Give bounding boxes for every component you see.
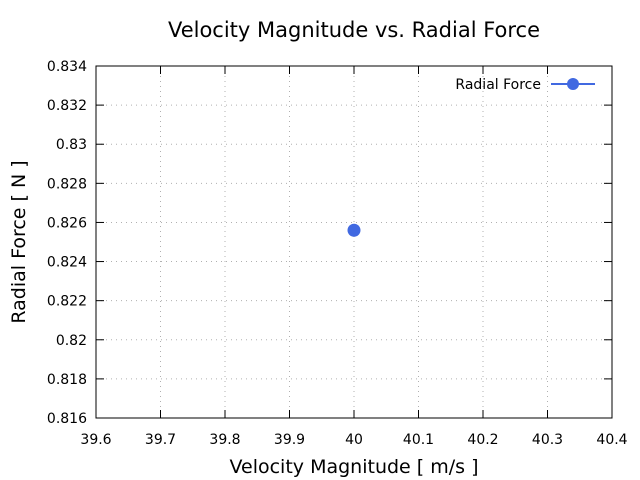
x-tick-label: 40.3 [532,432,563,448]
x-tick-label: 40 [345,432,363,448]
y-tick-label: 0.82 [56,333,87,349]
x-tick-label: 40.4 [596,432,627,448]
series-radial-force [347,223,361,237]
data-point [347,223,361,237]
legend-label: Radial Force [455,77,541,93]
x-axis-label: Velocity Magnitude [ m/s ] [230,456,479,478]
y-tick-label: 0.824 [47,255,87,271]
y-tick-label: 0.818 [47,372,87,388]
chart-title: Velocity Magnitude vs. Radial Force [168,18,540,42]
y-tick-label: 0.826 [47,215,87,231]
x-tick-label: 39.9 [274,432,305,448]
legend-marker [567,78,579,90]
grid [96,66,612,418]
x-tick-label: 39.7 [145,432,176,448]
x-tick-label: 39.6 [80,432,111,448]
y-tick-label: 0.834 [47,59,87,75]
x-tick-label: 39.8 [209,432,240,448]
x-axis: 39.6 39.7 39.8 39.9 40 40.1 40.2 40.3 40.4 [80,66,628,448]
y-tick-label: 0.83 [56,137,87,153]
y-tick-label: 0.816 [47,411,87,427]
y-axis: 0.816 0.818 0.82 0.822 0.824 0.826 0.828 0.83 0.… [47,59,612,427]
x-tick-label: 40.1 [403,432,434,448]
y-tick-label: 0.828 [47,176,87,192]
y-axis-label: Radial Force [ N ] [8,160,30,323]
y-tick-label: 0.822 [47,294,87,310]
y-tick-label: 0.832 [47,98,87,114]
legend: Radial Force [455,77,595,93]
x-tick-label: 40.2 [467,432,498,448]
